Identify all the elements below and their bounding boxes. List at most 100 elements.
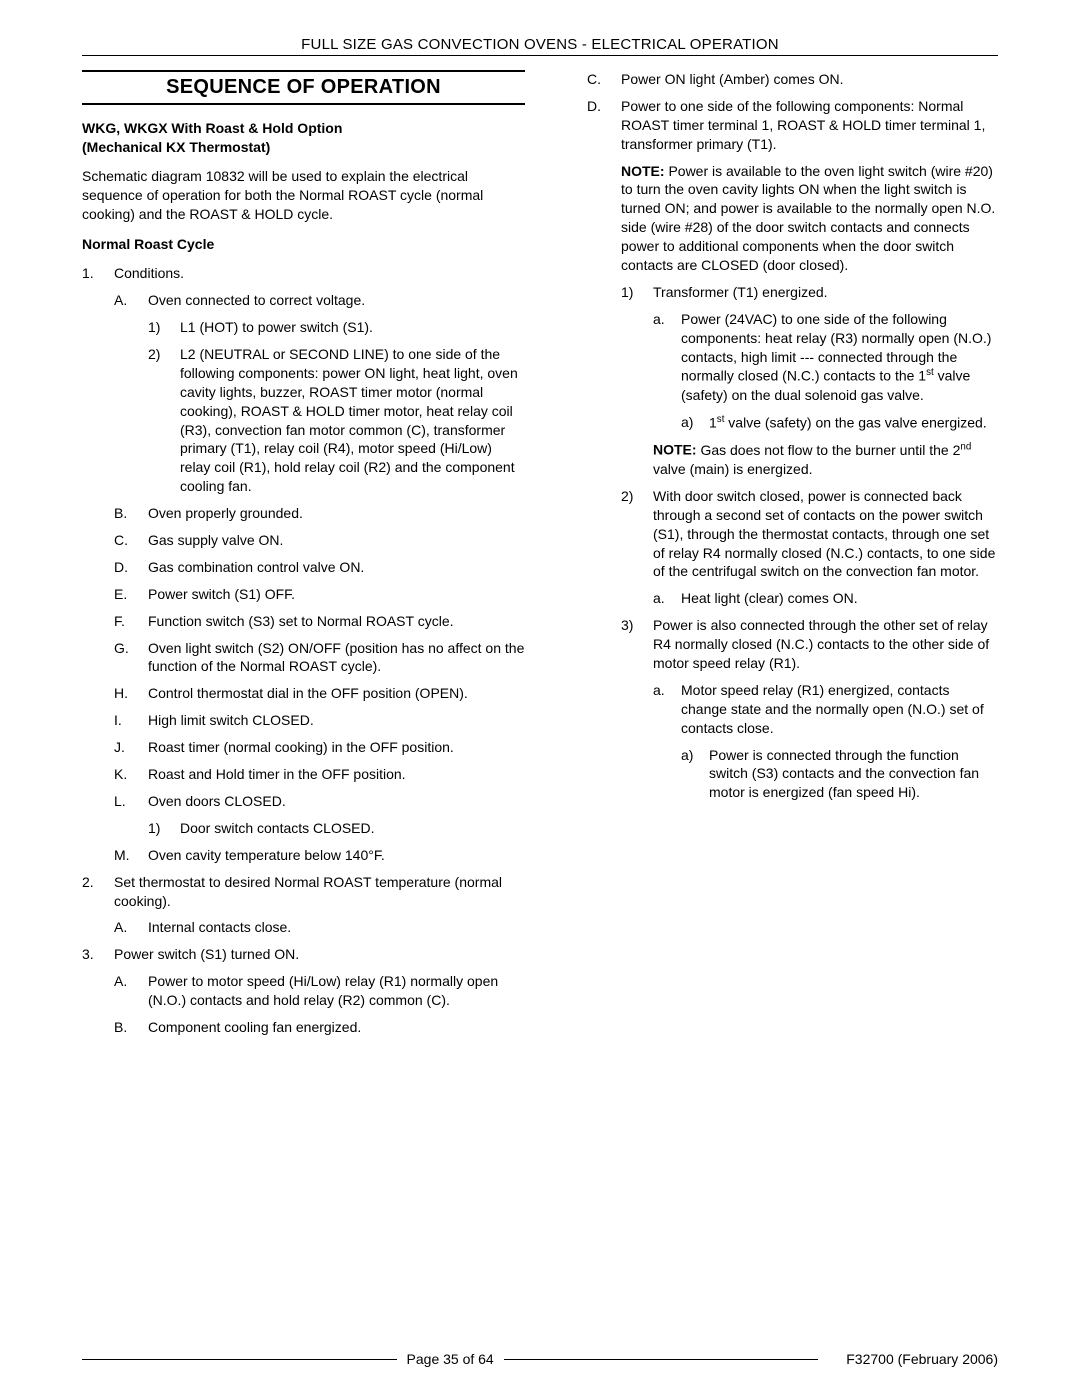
list-item: a) 1st valve (safety) on the gas valve e… — [681, 413, 998, 433]
list-text: Roast timer (normal cooking) in the OFF … — [148, 738, 525, 757]
list-label: 3) — [621, 616, 653, 673]
list-item: 1) Door switch contacts CLOSED. — [148, 819, 525, 838]
list-item: 3. Power switch (S1) turned ON. — [82, 945, 525, 964]
model-heading-line2: (Mechanical KX Thermostat) — [82, 139, 270, 155]
list-label: 2) — [621, 487, 653, 581]
list-label: G. — [114, 639, 148, 677]
list-text: Roast and Hold timer in the OFF position… — [148, 765, 525, 784]
list-text: Set thermostat to desired Normal ROAST t… — [114, 873, 525, 911]
note-label: NOTE: — [621, 163, 665, 179]
list-label: H. — [114, 684, 148, 703]
note-block: NOTE: Gas does not flow to the burner un… — [653, 440, 998, 478]
list-label: E. — [114, 585, 148, 604]
list-text: Oven cavity temperature below 140°F. — [148, 846, 525, 865]
list-label: B. — [114, 504, 148, 523]
list-label: A. — [114, 291, 148, 310]
list-label: a) — [681, 746, 709, 803]
list-text: Power is also connected through the othe… — [653, 616, 998, 673]
list-text: Power (24VAC) to one side of the followi… — [681, 310, 998, 405]
note-label: NOTE: — [653, 442, 697, 458]
page-header: FULL SIZE GAS CONVECTION OVENS - ELECTRI… — [82, 36, 998, 56]
cycle-heading: Normal Roast Cycle — [82, 235, 525, 254]
list-label: J. — [114, 738, 148, 757]
list-label: 1) — [148, 819, 180, 838]
list-label: I. — [114, 711, 148, 730]
list-label: 1) — [621, 283, 653, 302]
list-text: Oven properly grounded. — [148, 504, 525, 523]
model-heading-line1: WKG, WKGX With Roast & Hold Option — [82, 120, 342, 136]
content-columns: SEQUENCE OF OPERATION WKG, WKGX With Roa… — [82, 70, 998, 1045]
list-label: L. — [114, 792, 148, 811]
list-item: 2) L2 (NEUTRAL or SECOND LINE) to one si… — [148, 345, 525, 496]
list-text: Power to one side of the following compo… — [621, 97, 998, 154]
list-item: a. Heat light (clear) comes ON. — [653, 589, 998, 608]
list-item: a. Motor speed relay (R1) energized, con… — [653, 681, 998, 738]
list-text: Control thermostat dial in the OFF posit… — [148, 684, 525, 703]
list-label: 1) — [148, 318, 180, 337]
footer-rule — [82, 1359, 397, 1360]
list-text: Heat light (clear) comes ON. — [681, 589, 998, 608]
list-item: A. Internal contacts close. — [114, 918, 525, 937]
list-item: E. Power switch (S1) OFF. — [114, 585, 525, 604]
list-label: M. — [114, 846, 148, 865]
list-label: C. — [114, 531, 148, 550]
list-item: C. Power ON light (Amber) comes ON. — [587, 70, 998, 89]
list-item: D. Power to one side of the following co… — [587, 97, 998, 154]
note-text: Power is available to the oven light swi… — [621, 163, 995, 273]
list-item: A. Oven connected to correct voltage. — [114, 291, 525, 310]
list-text: Motor speed relay (R1) energized, contac… — [681, 681, 998, 738]
list-item: I. High limit switch CLOSED. — [114, 711, 525, 730]
list-item: M. Oven cavity temperature below 140°F. — [114, 846, 525, 865]
list-item: K. Roast and Hold timer in the OFF posit… — [114, 765, 525, 784]
list-label: 1. — [82, 264, 114, 283]
list-text: Internal contacts close. — [148, 918, 525, 937]
list-text: Function switch (S3) set to Normal ROAST… — [148, 612, 525, 631]
list-item: H. Control thermostat dial in the OFF po… — [114, 684, 525, 703]
list-item: a. Power (24VAC) to one side of the foll… — [653, 310, 998, 405]
list-label: D. — [587, 97, 621, 154]
list-item: a) Power is connected through the functi… — [681, 746, 998, 803]
list-label: a) — [681, 413, 709, 433]
list-item: 1) Transformer (T1) energized. — [621, 283, 998, 302]
intro-paragraph: Schematic diagram 10832 will be used to … — [82, 167, 525, 224]
list-item: 3) Power is also connected through the o… — [621, 616, 998, 673]
list-text: Power switch (S1) OFF. — [148, 585, 525, 604]
list-item: D. Gas combination control valve ON. — [114, 558, 525, 577]
list-label: C. — [587, 70, 621, 89]
list-item: A. Power to motor speed (Hi/Low) relay (… — [114, 972, 525, 1010]
list-item: J. Roast timer (normal cooking) in the O… — [114, 738, 525, 757]
left-column: SEQUENCE OF OPERATION WKG, WKGX With Roa… — [82, 70, 525, 1045]
list-item: 2) With door switch closed, power is con… — [621, 487, 998, 581]
list-item: G. Oven light switch (S2) ON/OFF (positi… — [114, 639, 525, 677]
list-item: B. Component cooling fan energized. — [114, 1018, 525, 1037]
list-item: F. Function switch (S3) set to Normal RO… — [114, 612, 525, 631]
list-text: With door switch closed, power is connec… — [653, 487, 998, 581]
list-label: D. — [114, 558, 148, 577]
list-item: 1) L1 (HOT) to power switch (S1). — [148, 318, 525, 337]
model-heading: WKG, WKGX With Roast & Hold Option (Mech… — [82, 119, 525, 157]
list-label: A. — [114, 918, 148, 937]
list-text: Power is connected through the function … — [709, 746, 998, 803]
list-label: B. — [114, 1018, 148, 1037]
list-label: a. — [653, 589, 681, 608]
list-text: High limit switch CLOSED. — [148, 711, 525, 730]
list-label: 2) — [148, 345, 180, 496]
list-label: K. — [114, 765, 148, 784]
list-label: A. — [114, 972, 148, 1010]
list-text: Transformer (T1) energized. — [653, 283, 998, 302]
list-label: a. — [653, 681, 681, 738]
list-label: a. — [653, 310, 681, 405]
section-title: SEQUENCE OF OPERATION — [82, 70, 525, 105]
page-number: Page 35 of 64 — [397, 1351, 504, 1367]
list-text: Power to motor speed (Hi/Low) relay (R1)… — [148, 972, 525, 1010]
list-item: 2. Set thermostat to desired Normal ROAS… — [82, 873, 525, 911]
list-item: B. Oven properly grounded. — [114, 504, 525, 523]
list-label: F. — [114, 612, 148, 631]
page-footer: Page 35 of 64 F32700 (February 2006) — [82, 1351, 998, 1367]
list-item: 1. Conditions. — [82, 264, 525, 283]
list-text: L2 (NEUTRAL or SECOND LINE) to one side … — [180, 345, 525, 496]
list-text: Oven light switch (S2) ON/OFF (position … — [148, 639, 525, 677]
list-text: Oven doors CLOSED. — [148, 792, 525, 811]
list-text: Gas combination control valve ON. — [148, 558, 525, 577]
list-text: Conditions. — [114, 264, 525, 283]
